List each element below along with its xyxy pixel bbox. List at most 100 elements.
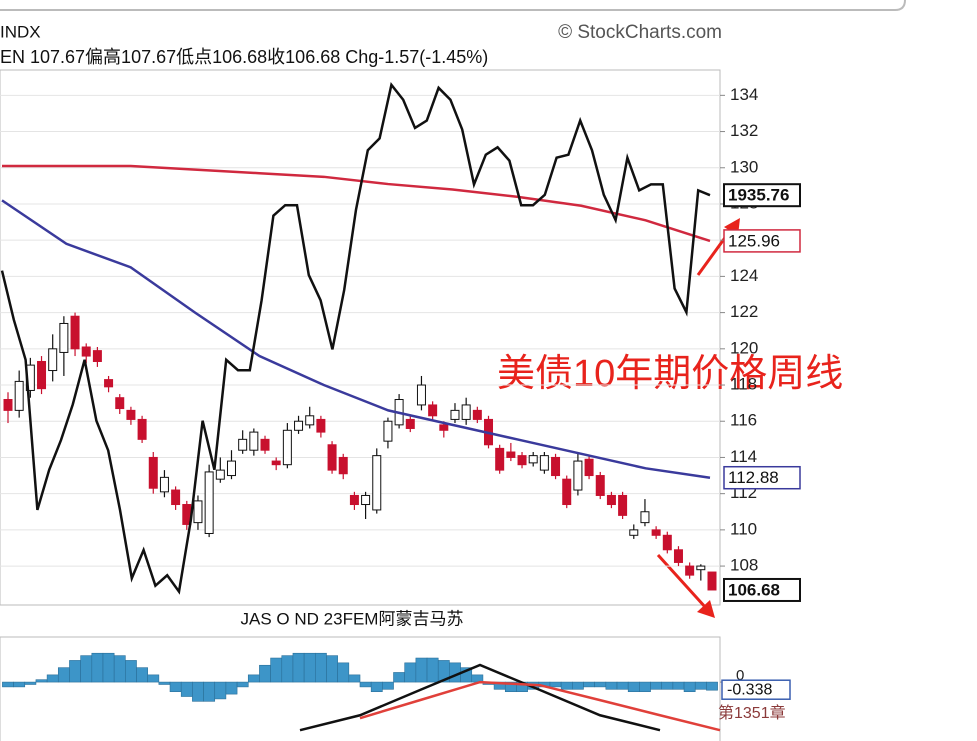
histogram-bar — [247, 674, 260, 683]
candle-body — [361, 494, 371, 506]
candle-body — [59, 322, 69, 353]
histogram-bar — [393, 672, 405, 683]
histogram-bar — [661, 681, 674, 690]
candle-body — [472, 409, 482, 420]
candle-body — [707, 571, 717, 591]
candle-body — [81, 346, 91, 357]
candle-body — [673, 549, 683, 563]
candle-body — [271, 460, 281, 466]
candle-body — [349, 494, 359, 506]
histogram-bar — [315, 652, 327, 683]
candle-body — [416, 384, 426, 406]
price-panel — [0, 69, 721, 606]
histogram-bar — [125, 660, 137, 683]
index-line — [0, 82, 711, 595]
histogram-bar — [560, 681, 573, 690]
candle-body — [539, 455, 549, 471]
value-tag — [723, 183, 801, 208]
candle-body — [316, 418, 326, 433]
histogram-bar — [203, 681, 216, 702]
candle-body — [629, 529, 639, 536]
candle-body — [137, 418, 147, 440]
candle-body — [595, 475, 605, 496]
histogram-bar — [91, 652, 104, 683]
histogram-bar — [426, 657, 439, 683]
histogram-bar — [24, 681, 37, 685]
histogram-bar — [572, 681, 584, 690]
histogram-bar — [694, 681, 707, 690]
histogram-bar — [415, 657, 428, 683]
histogram-bar — [259, 664, 271, 683]
histogram-bar — [650, 681, 663, 690]
candle-body — [562, 478, 572, 506]
histogram-bar — [370, 681, 383, 693]
candle-body — [606, 494, 616, 506]
candle-body — [3, 399, 13, 411]
histogram-bar — [192, 681, 204, 702]
histogram-bar — [35, 679, 48, 683]
y-tick-label: 122 — [730, 302, 758, 321]
arrow-down — [656, 553, 715, 618]
source: © StockCharts.com — [558, 22, 722, 43]
value-tag-label: 112.88 — [728, 468, 779, 487]
macd-line — [359, 680, 721, 732]
value-tag-label: -0.338 — [727, 681, 772, 698]
candle-body — [148, 456, 158, 489]
histogram-bar — [583, 681, 595, 688]
histogram-bar — [113, 655, 126, 683]
value-tag — [723, 229, 801, 253]
histogram-bar — [158, 681, 171, 685]
candle-body — [405, 418, 415, 429]
y-tick-label: 132 — [730, 121, 758, 140]
histogram-bar — [281, 655, 294, 683]
candle-body — [338, 456, 348, 475]
candle-body — [439, 424, 449, 431]
histogram-bar — [404, 662, 417, 683]
candle-body — [249, 431, 259, 451]
candle-body — [662, 534, 672, 551]
histogram-bar — [57, 667, 70, 683]
histogram-bar — [225, 681, 238, 695]
candle-body — [305, 415, 315, 426]
candle-body — [428, 404, 438, 417]
histogram-bar — [639, 681, 651, 693]
y-tick-label: 118 — [730, 375, 757, 394]
candle-body — [282, 429, 292, 466]
histogram-bar — [549, 681, 562, 688]
histogram-bar — [80, 655, 93, 683]
value-tag-label: 125.96 — [728, 231, 780, 250]
candle-body — [238, 438, 248, 451]
candle-body — [226, 460, 236, 477]
moving-average — [1, 199, 711, 479]
histogram-bar — [594, 681, 607, 688]
candle-body — [584, 458, 594, 477]
y-tick-label: 120 — [730, 338, 758, 357]
histogram-bar — [214, 681, 227, 700]
histogram-bar — [270, 657, 283, 683]
candle-body — [294, 420, 304, 431]
subtitle: EN 107.67偏高107.67低点106.68收106.68 Chg-1.5… — [0, 47, 488, 67]
histogram-bar — [292, 652, 305, 683]
histogram-bar — [136, 667, 148, 683]
candle-body — [573, 460, 583, 491]
candle-body — [70, 315, 80, 350]
histogram-bar — [627, 681, 640, 693]
candle-body — [48, 348, 58, 372]
candle-body — [171, 489, 181, 506]
histogram-bar — [348, 674, 361, 683]
y-tick-label: 130 — [730, 157, 758, 176]
candle-body — [651, 529, 661, 536]
histogram-bar — [616, 681, 629, 690]
candle-body — [215, 469, 225, 480]
histogram-bar — [102, 652, 115, 683]
candle-body — [640, 511, 650, 524]
candle-body — [204, 471, 214, 534]
histogram-bar — [69, 660, 81, 683]
moving-average — [2, 164, 711, 243]
y-tick-label: 110 — [730, 519, 757, 538]
candle-body — [372, 455, 382, 511]
histogram-bar — [605, 681, 618, 690]
histogram-bar — [180, 681, 193, 697]
